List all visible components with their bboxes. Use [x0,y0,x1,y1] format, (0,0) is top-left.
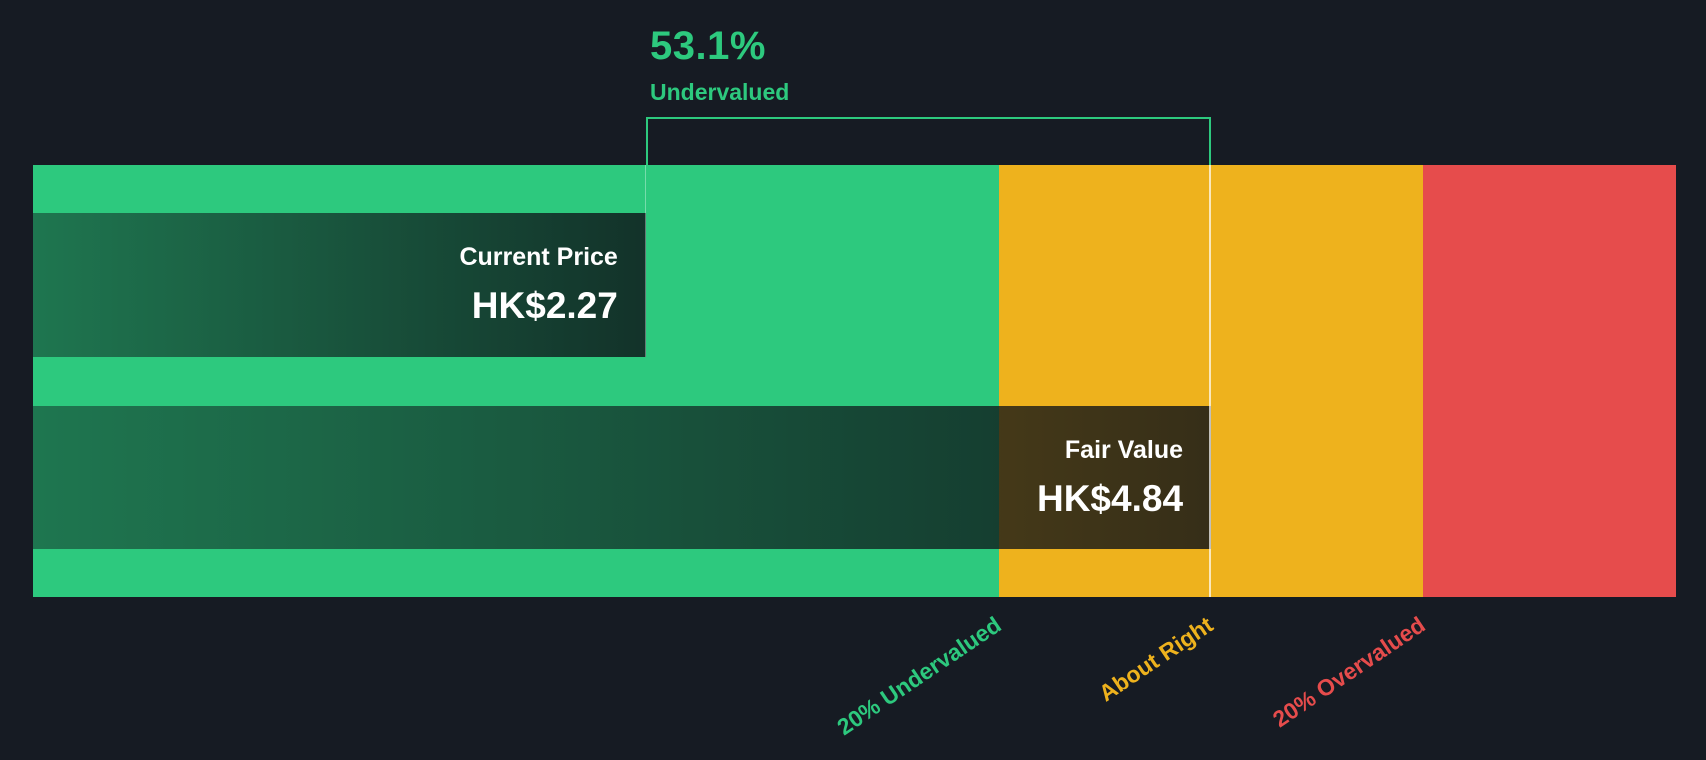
current-price-value: HK$2.27 [471,285,618,326]
discount-annotation: 53.1% Undervalued [650,24,789,106]
discount-bracket [646,117,1211,165]
axis-label-20-undervalued-text: 20% Undervalued [832,611,1006,741]
axis-label-20-overvalued-text: 20% Overvalued [1268,611,1430,733]
discount-label: Undervalued [650,79,790,105]
fair-value-label: Fair Value [1064,435,1184,464]
valuation-band: Current Price HK$2.27 Fair Value HK$4.84 [33,165,1676,597]
discount-percentage: 53.1% [650,24,766,68]
current-price-label: Current Price [459,243,618,271]
current-price-edge-line [644,165,646,357]
fair-value-bar: Fair Value HK$4.84 [33,406,1212,549]
axis-label-about-right-text: About Right [1094,611,1218,707]
fair-value-line [1209,165,1212,597]
fair-value-value: HK$4.84 [1036,477,1184,519]
zone-overvalued [1422,165,1676,597]
current-price-bar: Current Price HK$2.27 [33,213,646,357]
